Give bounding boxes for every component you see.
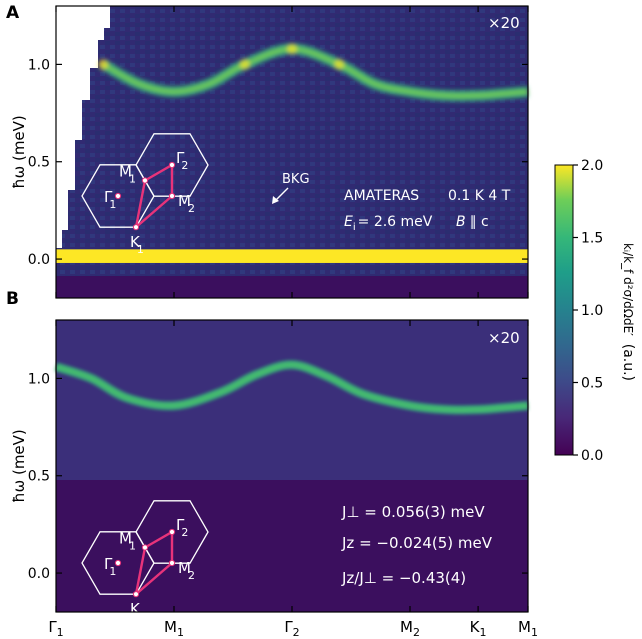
colorbar-tick-label: 2.0: [581, 158, 603, 174]
colorbar-gradient: [554, 164, 574, 456]
dispersion-peak: [334, 59, 345, 70]
bz-label: M1: [119, 530, 136, 553]
x-tick-label: M1: [164, 618, 184, 639]
dispersion-peak: [98, 59, 109, 70]
bz-point: [114, 559, 122, 567]
conditions-label: 0.1 K 4 T: [448, 188, 511, 204]
x-tick-label: K1: [470, 618, 487, 639]
bz-label: Γ1: [104, 188, 116, 211]
y-tick-label: 1.0: [28, 57, 50, 73]
bz-label: Γ1: [104, 555, 116, 578]
bz-label: M2: [178, 559, 195, 582]
y-tick-label: 0.0: [28, 252, 50, 268]
panel-a-noise-texture: [56, 6, 528, 298]
colorbar-tick-label: 0.5: [581, 376, 603, 392]
panel-b-ylabel: ħω (meV): [10, 429, 28, 503]
bkg-arrow-head: [272, 196, 279, 204]
bz-point: [132, 591, 140, 598]
panel-a-axes: 0.0 0.5 1.0: [28, 6, 529, 298]
dispersion-peak: [287, 43, 297, 54]
bz-label: Γ2: [176, 149, 188, 172]
panel-a-elastic-line: [56, 249, 528, 263]
ratio-label: Jz/J⊥ = −0.43(4): [341, 569, 466, 587]
ei-label: Ei = 2.6 meV: [344, 214, 433, 233]
bz-label: Γ2: [176, 516, 188, 539]
y-tick-label: 0.5: [28, 469, 50, 485]
y-tick-label: 1.0: [28, 371, 50, 387]
colorbar-tick-label: 1.0: [581, 303, 603, 319]
bz-point: [168, 192, 176, 200]
field-label: B ∥ c: [456, 214, 489, 230]
bz-point: [114, 192, 122, 200]
bz-label: M2: [178, 192, 195, 215]
dispersion-peak: [239, 59, 250, 70]
panel-a-ylabel: ħω (meV): [10, 115, 28, 189]
bz-point: [141, 544, 149, 551]
panel-b-label: B: [6, 289, 19, 309]
panel-a-label: A: [6, 3, 20, 23]
jz-label: Jz = −0.024(5) meV: [341, 534, 493, 552]
bz-label: K1: [130, 233, 144, 256]
panel-a-magnification: ×20: [488, 14, 520, 32]
bz-point: [132, 224, 140, 231]
x-tick-label: M1: [518, 618, 538, 639]
panel-b-axes: 0.00.51.0Γ1 M1 Γ2 M2 K1 M1: [28, 320, 538, 639]
colorbar: 0.0 0.5 1.0 1.5 2.0 kᵢ/k_f d²σ/dΩdE′ (a.u.): [554, 158, 636, 464]
dispersion-core: [55, 362, 529, 412]
x-tick-label: Γ2: [284, 618, 299, 639]
bz-point: [168, 528, 176, 536]
bz-label: M1: [119, 163, 136, 186]
panel-a-dispersion: [98, 43, 529, 102]
colorbar-ticks: 0.0 0.5 1.0 1.5 2.0: [573, 158, 603, 464]
x-tick-label: M2: [400, 618, 420, 639]
panel-b-magnification: ×20: [488, 329, 520, 347]
y-tick-label: 0.5: [28, 155, 50, 171]
instrument-label: AMATERAS: [344, 188, 419, 204]
jperp-label: J⊥ = 0.056(3) meV: [341, 503, 485, 521]
y-tick-label: 0.0: [28, 566, 50, 582]
colorbar-tick-label: 1.5: [581, 231, 603, 247]
bz-point: [168, 161, 176, 169]
bz-point: [168, 559, 176, 567]
bz-point: [141, 177, 149, 184]
bz-hexagon-2: [135, 133, 209, 197]
x-tick-label: Γ1: [48, 618, 63, 639]
panel-b-dispersion: [54, 360, 529, 415]
panel-b-lower-background: [56, 480, 528, 612]
colorbar-tick-label: 0.0: [581, 448, 603, 464]
colorbar-label: kᵢ/k_f d²σ/dΩdE′ (a.u.): [620, 243, 636, 381]
bz-hexagon-2: [135, 500, 209, 564]
bz-label: K1: [130, 600, 144, 623]
bkg-label: BKG: [282, 172, 310, 187]
